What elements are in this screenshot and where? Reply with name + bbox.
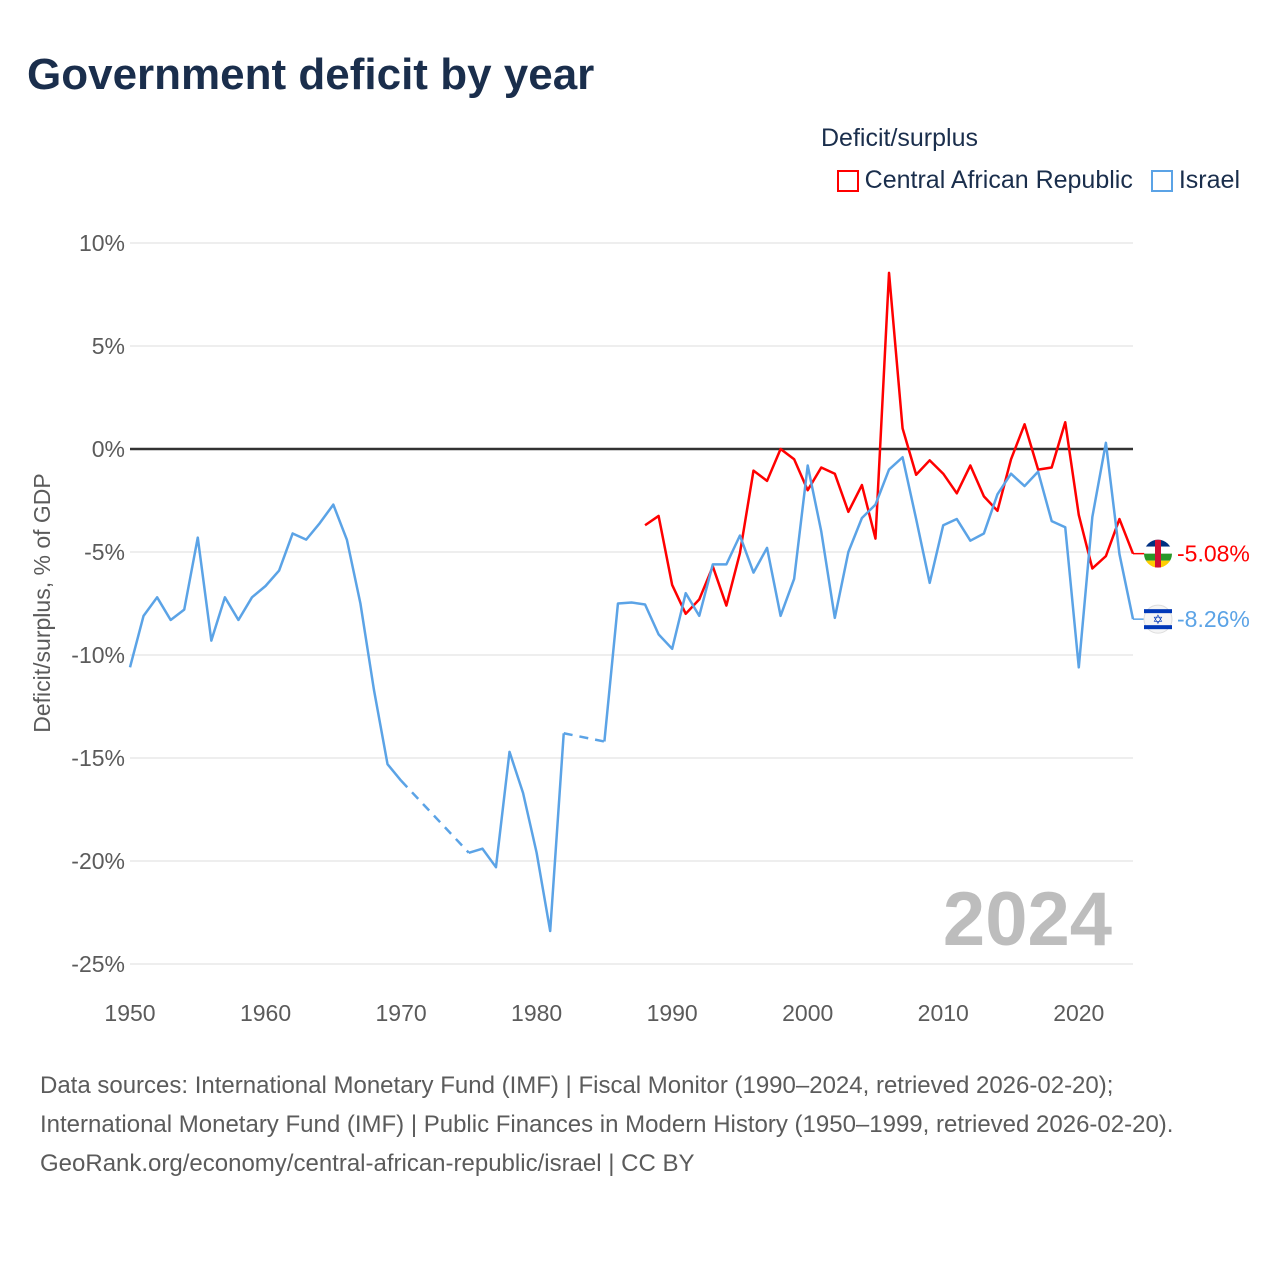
- year-overlay: 2024: [943, 877, 1112, 962]
- flag-israel-icon: ✡: [1143, 604, 1173, 634]
- x-tick-label: 1980: [511, 1000, 562, 1026]
- legend-item-israel[interactable]: Israel: [1150, 166, 1240, 195]
- x-tick-label: 1970: [375, 1000, 426, 1026]
- x-tick-label: 1950: [104, 1000, 155, 1026]
- legend-item-central-african-republic[interactable]: Central African Republic: [836, 166, 1133, 195]
- flag-central-african-republic-icon: [1144, 539, 1172, 568]
- end-value-label: -5.08%: [1177, 541, 1250, 567]
- x-tick-label: 2010: [918, 1000, 969, 1026]
- legend-label: Central African Republic: [864, 166, 1133, 194]
- legend: Central African Republic Israel: [836, 166, 1240, 195]
- series-line-israel: [468, 733, 565, 933]
- x-tick-label: 1960: [240, 1000, 291, 1026]
- x-tick-label: 2020: [1053, 1000, 1104, 1026]
- flag-band: [1155, 539, 1161, 568]
- y-tick-label: 0%: [92, 436, 125, 462]
- y-tick-label: -20%: [71, 848, 125, 874]
- series-line-central-african-republic: [644, 271, 1135, 616]
- footer: Data sources: International Monetary Fun…: [40, 1066, 1240, 1183]
- legend-title: Deficit/surplus: [821, 124, 978, 152]
- y-tick-label: 10%: [79, 230, 125, 256]
- flag-stripe: [1144, 625, 1172, 630]
- x-tick-label: 1990: [647, 1000, 698, 1026]
- star-of-david: ✡: [1153, 612, 1164, 627]
- legend-swatch: [836, 169, 859, 192]
- series-israel: [128, 441, 1135, 933]
- y-tick-label: -15%: [71, 745, 125, 771]
- flag-stripe: [1144, 609, 1172, 614]
- series-central-african-republic: [644, 271, 1135, 616]
- data-sources: Data sources: International Monetary Fun…: [40, 1072, 1174, 1138]
- y-tick-label: -5%: [84, 539, 125, 565]
- line-chart: Deficit/surplus, % of GDP 2024 10% 5% 0% -5…: [29, 230, 1250, 1026]
- series-gap-israel: [400, 779, 470, 854]
- y-axis-title: Deficit/surplus, % of GDP: [29, 473, 55, 732]
- y-tick-label: -25%: [71, 951, 125, 977]
- x-tick-label: 2000: [782, 1000, 833, 1026]
- credit-link[interactable]: GeoRank.org/economy/central-african-repu…: [40, 1150, 695, 1177]
- y-tick-label: -10%: [71, 642, 125, 668]
- end-value-label: -8.26%: [1177, 606, 1250, 632]
- series-line-israel: [603, 441, 1135, 742]
- legend-swatch: [1150, 169, 1173, 192]
- legend-label: Israel: [1178, 166, 1240, 194]
- y-tick-label: 5%: [92, 333, 125, 359]
- series-line-israel: [128, 503, 403, 782]
- series-gap-israel: [563, 732, 605, 743]
- chart-title: Government deficit by year: [27, 50, 595, 99]
- flag-body: [1144, 539, 1172, 568]
